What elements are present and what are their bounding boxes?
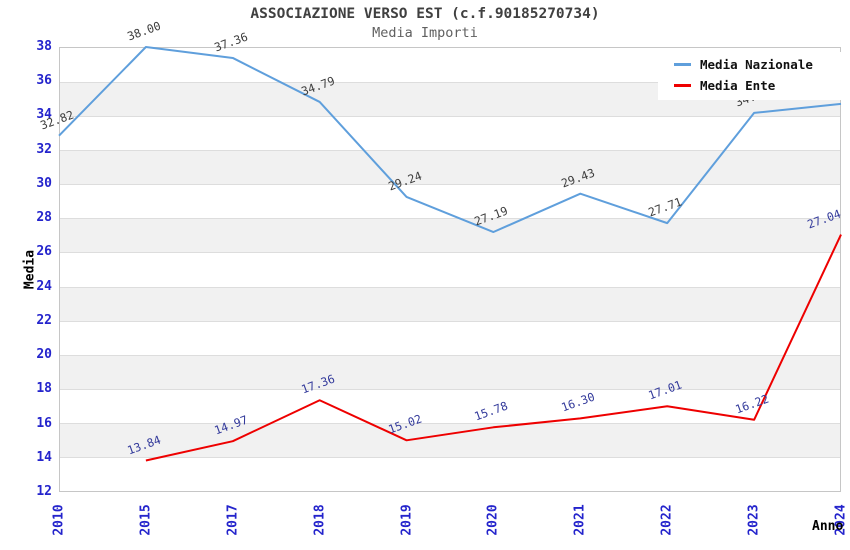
- gridline: [60, 252, 840, 254]
- x-axis-title: Anno: [812, 519, 844, 534]
- plot-band: [60, 218, 840, 253]
- legend: Media Nazionale Media Ente: [658, 52, 848, 100]
- plot-band: [60, 320, 840, 355]
- x-tick-2017: 2017: [225, 504, 241, 536]
- series-plot: [58, 46, 842, 462]
- y-tick-34: 34: [36, 107, 52, 123]
- legend-item-ente[interactable]: Media Ente: [658, 75, 848, 96]
- chart-title: ASSOCIAZIONE VERSO EST (c.f.90185270734): [250, 6, 600, 22]
- gridline: [60, 218, 840, 220]
- plot-band: [60, 388, 840, 423]
- plot-band: [60, 354, 840, 389]
- y-axis-title: Media: [22, 249, 38, 290]
- plot-band: [60, 252, 840, 287]
- plot-band: [60, 456, 840, 491]
- y-tick-28: 28: [36, 210, 52, 226]
- gridline: [60, 82, 840, 84]
- gridline: [60, 388, 840, 390]
- y-tick-24: 24: [36, 278, 52, 294]
- y-tick-30: 30: [36, 175, 52, 191]
- series-line-ente[interactable]: [145, 234, 842, 462]
- y-tick-36: 36: [36, 73, 52, 89]
- gridline: [60, 354, 840, 356]
- series-line-nazionale[interactable]: [58, 46, 842, 234]
- legend-label: Media Nazionale: [700, 57, 813, 72]
- gridline: [60, 150, 840, 152]
- x-tick-2015: 2015: [138, 504, 154, 536]
- legend-line-icon: [674, 84, 691, 87]
- plot-band: [60, 116, 840, 151]
- y-tick-22: 22: [36, 312, 52, 328]
- gridline: [60, 286, 840, 288]
- plot-band: [60, 286, 840, 321]
- legend-label: Media Ente: [700, 78, 776, 93]
- x-tick-2010: 2010: [51, 504, 67, 536]
- y-tick-32: 32: [36, 141, 52, 157]
- gridline: [60, 422, 840, 424]
- y-tick-12: 12: [36, 484, 52, 499]
- gridline: [60, 116, 840, 118]
- x-tick-2021: 2021: [572, 504, 588, 536]
- y-tick-18: 18: [36, 381, 52, 397]
- x-tick-2018: 2018: [312, 504, 328, 536]
- x-tick-2023: 2023: [746, 504, 762, 536]
- gridline: [60, 184, 840, 186]
- plot-band: [60, 184, 840, 219]
- x-tick-2020: 2020: [485, 504, 501, 536]
- y-tick-26: 26: [36, 244, 52, 260]
- y-tick-14: 14: [36, 449, 52, 465]
- y-tick-20: 20: [36, 347, 52, 363]
- legend-line-icon: [674, 63, 691, 66]
- chart-subtitle: Media Importi: [372, 25, 478, 41]
- gridline: [60, 456, 840, 458]
- x-tick-2019: 2019: [399, 504, 415, 536]
- gridline: [60, 320, 840, 322]
- x-tick-2022: 2022: [659, 504, 675, 536]
- legend-item-nazionale[interactable]: Media Nazionale: [658, 54, 848, 75]
- y-tick-38: 38: [36, 39, 52, 54]
- y-tick-16: 16: [36, 415, 52, 431]
